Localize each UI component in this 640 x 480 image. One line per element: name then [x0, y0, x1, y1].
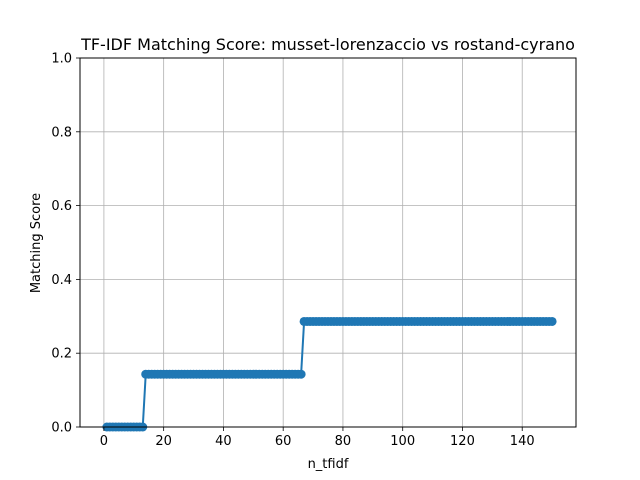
data-point: [296, 369, 306, 379]
y-axis-label: Matching Score: [29, 193, 44, 293]
x-tick-label: 60: [275, 434, 292, 449]
x-tick-label: 100: [390, 434, 415, 449]
x-tick-label: 140: [510, 434, 535, 449]
x-axis: 0 20 40 60 80 100 120 140: [100, 427, 535, 449]
data-point: [547, 316, 557, 326]
y-tick-label: 0.4: [51, 273, 72, 288]
plot-frame: [79, 57, 577, 428]
y-tick-label: 0.0: [51, 421, 72, 436]
y-tick-label: 0.6: [51, 199, 72, 214]
x-tick-label: 0: [100, 434, 108, 449]
series-layer: [102, 316, 557, 432]
x-tick-label: 120: [450, 434, 475, 449]
x-tick-label: 20: [155, 434, 172, 449]
y-axis: 0.0 0.2 0.4 0.6 0.8 1.0: [51, 52, 80, 436]
y-tick-label: 0.8: [51, 125, 72, 140]
chart-title: TF-IDF Matching Score: musset-lorenzacci…: [80, 35, 575, 54]
x-axis-label: n_tfidf: [308, 457, 349, 472]
x-tick-label: 80: [335, 434, 352, 449]
y-tick-label: 1.0: [51, 52, 72, 67]
y-tick-label: 0.2: [51, 347, 72, 362]
x-tick-label: 40: [215, 434, 232, 449]
